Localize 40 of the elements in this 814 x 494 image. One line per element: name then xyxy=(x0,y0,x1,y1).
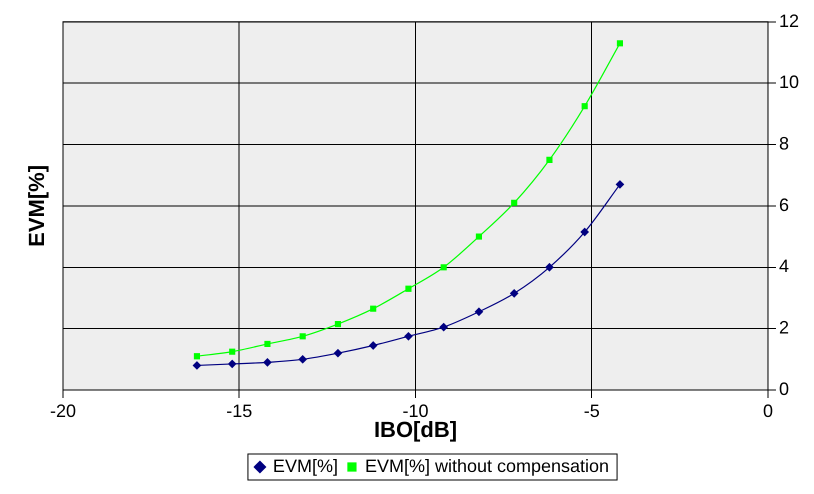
point xyxy=(334,349,342,358)
point xyxy=(511,200,518,206)
legend-label: EVM[%] without compensation xyxy=(364,456,610,476)
point xyxy=(298,355,307,364)
point xyxy=(616,180,624,189)
y-tick-label: 12 xyxy=(778,10,800,31)
point xyxy=(582,103,588,110)
y-tick-label: 0 xyxy=(778,378,789,399)
point xyxy=(263,358,272,366)
legend-label: EVM[%] xyxy=(272,456,338,476)
point xyxy=(440,264,447,270)
point xyxy=(546,156,553,163)
point xyxy=(404,332,413,340)
point xyxy=(405,286,412,292)
y-tick-label: 4 xyxy=(778,256,789,276)
point xyxy=(440,323,448,332)
point xyxy=(264,340,271,348)
point xyxy=(510,289,518,298)
y-tick-label: 8 xyxy=(778,134,789,154)
point xyxy=(300,333,306,340)
x-tick-label: -20 xyxy=(50,400,76,421)
point xyxy=(228,360,236,368)
point xyxy=(476,234,482,240)
y-axis-title: EVM[%] xyxy=(24,164,50,247)
point xyxy=(334,320,342,328)
point xyxy=(370,306,376,312)
x-tick-label: -15 xyxy=(226,400,252,421)
point xyxy=(474,308,484,316)
point xyxy=(580,228,589,236)
y-tick-label: 6 xyxy=(778,194,789,215)
point xyxy=(545,263,554,272)
point xyxy=(192,361,202,370)
point xyxy=(194,353,200,360)
point xyxy=(616,40,624,46)
point xyxy=(369,341,378,350)
point xyxy=(229,348,236,355)
x-tick-label: 0 xyxy=(762,400,773,421)
y-tick-label: 2 xyxy=(778,318,789,338)
x-tick-label: -5 xyxy=(584,400,600,421)
y-tick-label: 10 xyxy=(778,72,800,92)
